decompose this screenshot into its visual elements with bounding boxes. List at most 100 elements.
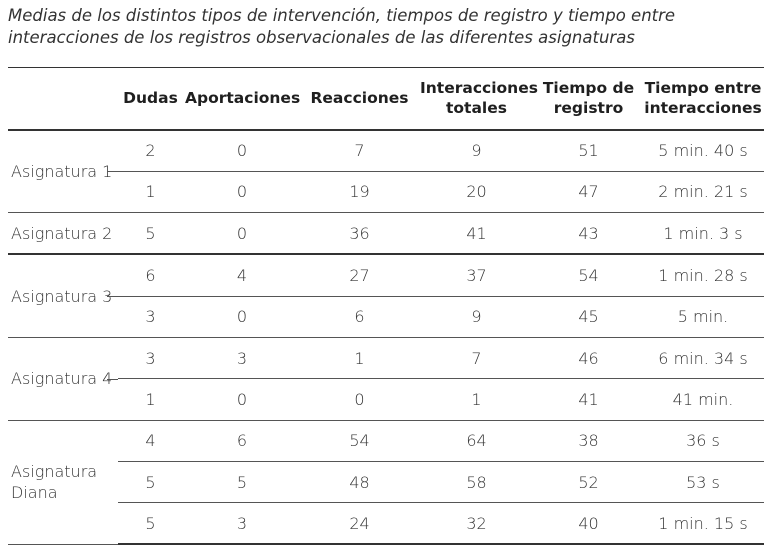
- cell-tiempo-registro: 52: [535, 461, 642, 504]
- table-row: Asignatura Diana 4 6 54 64 38 36 s: [8, 420, 764, 545]
- cell-dudas: 4: [118, 420, 183, 462]
- cell-tiempo-entre: 5 min.: [642, 296, 764, 338]
- subject-cell-asignatura-diana: Asignatura Diana: [8, 420, 118, 545]
- subject-label: Asignatura 3: [11, 286, 113, 306]
- header-dudas: Dudas: [118, 67, 183, 131]
- cell-tiempo-registro: 45: [535, 296, 642, 338]
- cell-aportaciones: 3: [183, 337, 301, 380]
- table-row: Asignatura 2 5 0 36 41 43 1 min. 3 s: [8, 212, 764, 256]
- header-tiempo-registro-line-2: registro: [553, 99, 624, 118]
- table-caption: Medias de los distintos tipos de interve…: [8, 5, 768, 49]
- header-reacciones: Reacciones: [301, 67, 418, 131]
- cell-reacciones: 54: [301, 420, 418, 462]
- cell-tiempo-registro: 43: [535, 212, 642, 256]
- cell-interacciones: 9: [418, 296, 535, 338]
- cell-reacciones: 36: [301, 212, 418, 256]
- caption-line-2: interacciones de los registros observaci…: [8, 28, 635, 47]
- cell-aportaciones: 0: [183, 171, 301, 214]
- subject-label-line-1: Asignatura: [11, 462, 98, 482]
- table-body: Asignatura 1 2 0 7 9 51 5 min. 40 s 1 0 …: [8, 129, 764, 546]
- header-interacciones-line-2: totales: [446, 99, 507, 118]
- cell-aportaciones: 3: [183, 502, 301, 546]
- cell-aportaciones: 0: [183, 212, 301, 256]
- cell-interacciones: 20: [418, 171, 535, 214]
- header-row: Dudas Aportaciones Reacciones Interaccio…: [8, 67, 764, 131]
- cell-tiempo-registro: 46: [535, 337, 642, 380]
- table-row: Asignatura 1 2 0 7 9 51 5 min. 40 s: [8, 129, 764, 214]
- cell-interacciones: 37: [418, 254, 535, 297]
- cell-tiempo-registro: 54: [535, 254, 642, 297]
- cell-dudas: 1: [118, 378, 183, 421]
- cell-tiempo-entre: 53 s: [642, 461, 764, 504]
- cell-aportaciones: 5: [183, 461, 301, 504]
- cell-reacciones: 7: [301, 129, 418, 172]
- cell-reacciones: 0: [301, 378, 418, 421]
- cell-dudas: 1: [118, 171, 183, 214]
- table-row: 3 0 6 9 45 5 min.: [8, 296, 764, 338]
- table-row: Asignatura 4 3 3 1 7 46 6 min. 34 s: [8, 337, 764, 421]
- header-tiempo-entre-line-2: interacciones: [644, 99, 762, 118]
- table-row: 5 5 48 58 52 53 s: [8, 461, 764, 504]
- subject-label-line-2: Diana: [11, 483, 58, 503]
- cell-interacciones: 7: [418, 337, 535, 380]
- cell-interacciones: 41: [418, 212, 535, 256]
- caption-line-1: Medias de los distintos tipos de interve…: [8, 6, 676, 25]
- cell-reacciones: 27: [301, 254, 418, 297]
- cell-tiempo-registro: 51: [535, 129, 642, 172]
- cell-reacciones: 48: [301, 461, 418, 504]
- cell-reacciones: 19: [301, 171, 418, 214]
- cell-dudas: 5: [118, 461, 183, 504]
- cell-reacciones: 6: [301, 296, 418, 338]
- cell-tiempo-entre: 1 min. 28 s: [642, 254, 764, 297]
- cell-interacciones: 1: [418, 378, 535, 421]
- cell-dudas: 6: [118, 254, 183, 297]
- subject-connector: [107, 378, 118, 380]
- subject-connector: [107, 171, 118, 173]
- cell-aportaciones: 0: [183, 378, 301, 421]
- cell-dudas: 3: [118, 337, 183, 380]
- cell-dudas: 5: [118, 212, 183, 256]
- cell-tiempo-entre: 2 min. 21 s: [642, 171, 764, 214]
- subject-cell-asignatura-2: Asignatura 2: [8, 212, 118, 256]
- cell-tiempo-entre: 41 min.: [642, 378, 764, 421]
- cell-tiempo-registro: 47: [535, 171, 642, 214]
- subject-label: Asignatura 1: [11, 161, 113, 181]
- cell-reacciones: 24: [301, 502, 418, 546]
- table-row: 5 3 24 32 40 1 min. 15 s: [8, 502, 764, 546]
- cell-tiempo-registro: 38: [535, 420, 642, 462]
- cell-tiempo-entre: 5 min. 40 s: [642, 129, 764, 172]
- cell-tiempo-registro: 41: [535, 378, 642, 421]
- header-tiempo-entre-line-1: Tiempo entre: [644, 79, 762, 98]
- cell-interacciones: 9: [418, 129, 535, 172]
- header-interacciones-totales: Interacciones totales: [418, 67, 538, 131]
- subject-cell-asignatura-3: Asignatura 3: [8, 254, 118, 338]
- cell-tiempo-entre: 1 min. 3 s: [642, 212, 764, 256]
- cell-tiempo-entre: 36 s: [642, 420, 764, 462]
- cell-aportaciones: 0: [183, 129, 301, 172]
- cell-reacciones: 1: [301, 337, 418, 380]
- subject-cell-asignatura-1: Asignatura 1: [8, 129, 118, 214]
- table-row: Asignatura 3 6 4 27 37 54 1 min. 28 s: [8, 254, 764, 338]
- table-row: 1 0 0 1 41 41 min.: [8, 378, 764, 421]
- header-empty: [8, 67, 118, 131]
- cell-aportaciones: 0: [183, 296, 301, 338]
- cell-aportaciones: 6: [183, 420, 301, 462]
- subject-cell-asignatura-4: Asignatura 4: [8, 337, 118, 421]
- table-header: Dudas Aportaciones Reacciones Interaccio…: [8, 67, 764, 131]
- header-interacciones-line-1: Interacciones: [420, 79, 538, 98]
- header-aportaciones: Aportaciones: [183, 67, 301, 131]
- cell-aportaciones: 4: [183, 254, 301, 297]
- subject-label: Asignatura 4: [11, 369, 113, 389]
- cell-dudas: 3: [118, 296, 183, 338]
- header-tiempo-entre: Tiempo entre interacciones: [642, 67, 764, 131]
- cell-tiempo-registro: 40: [535, 502, 642, 546]
- cell-interacciones: 58: [418, 461, 535, 504]
- cell-dudas: 5: [118, 502, 183, 546]
- header-tiempo-registro: Tiempo de registro: [535, 67, 642, 131]
- subject-connector: [107, 296, 118, 298]
- cell-interacciones: 64: [418, 420, 535, 462]
- cell-tiempo-entre: 6 min. 34 s: [642, 337, 764, 380]
- cell-interacciones: 32: [418, 502, 535, 546]
- data-table: Dudas Aportaciones Reacciones Interaccio…: [8, 67, 764, 546]
- header-tiempo-registro-line-1: Tiempo de: [542, 79, 635, 98]
